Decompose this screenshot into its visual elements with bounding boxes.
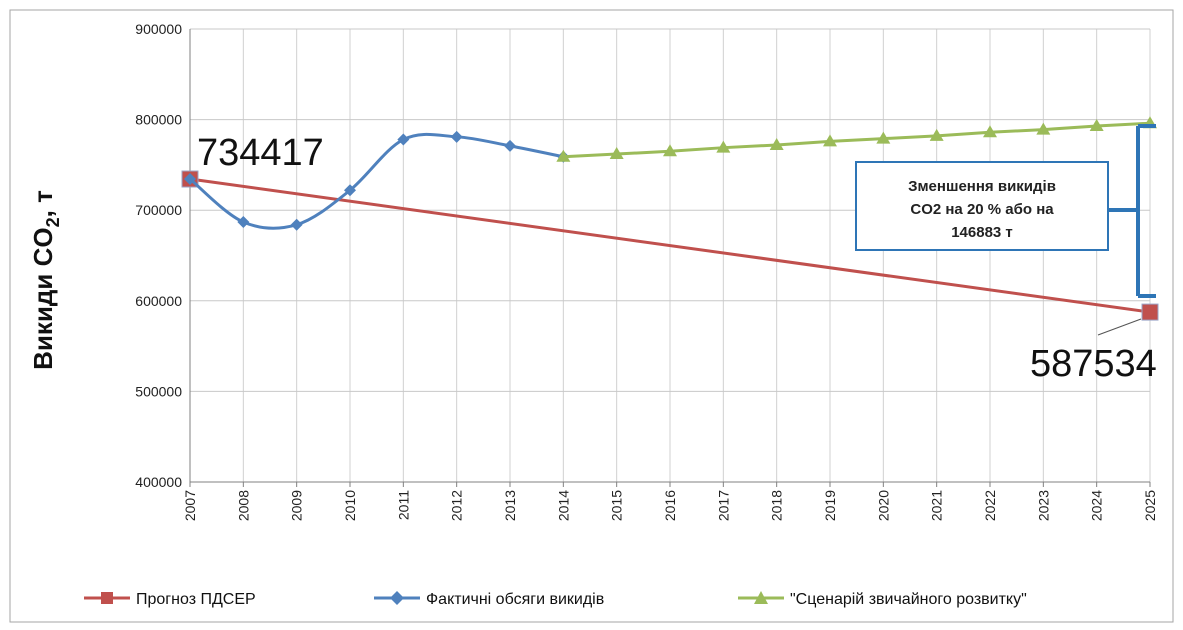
data-point [663, 144, 677, 157]
data-point [1036, 122, 1051, 135]
series-2 [556, 116, 1157, 162]
chart-border [9, 9, 1174, 623]
data-point [344, 184, 356, 197]
legend-marker-forecast [101, 592, 113, 604]
data-point [983, 125, 997, 138]
end-value-leader-line [1097, 318, 1142, 336]
x-tick-label: 2015 [609, 490, 625, 521]
data-point [716, 140, 731, 153]
data-point [1141, 303, 1159, 321]
gridlines [189, 28, 1151, 483]
series-1 [184, 130, 570, 231]
series-line [563, 121, 1151, 159]
legend-marker-actual [390, 591, 404, 605]
data-point [504, 139, 516, 152]
x-tick-label: 2007 [182, 490, 198, 521]
x-tick-label: 2016 [662, 490, 678, 521]
x-tick-label: 2012 [449, 490, 465, 521]
annotation-bracket [1108, 124, 1156, 298]
data-point [769, 137, 784, 150]
y-tick-label: 900000 [135, 21, 182, 37]
data-point [556, 149, 571, 162]
annotation-box [855, 161, 1109, 251]
data-point [237, 215, 250, 228]
x-tick-label: 2023 [1035, 490, 1051, 521]
annotation-line-2: CO2 на 20 % або на [910, 201, 1054, 218]
data-point [609, 147, 624, 160]
y-tick-label: 600000 [135, 293, 182, 309]
y-tick-label: 700000 [135, 202, 182, 218]
x-tick-label: 2021 [929, 490, 945, 521]
x-tick-label: 2011 [395, 490, 411, 520]
data-point [397, 133, 410, 146]
x-tick-label: 2024 [1089, 490, 1105, 521]
reduction-annotation: Зменшення викидів CO2 на 20 % або на 146… [855, 124, 1156, 298]
x-tick-label: 2008 [235, 490, 251, 521]
data-point [929, 128, 944, 141]
x-tick-label: 2022 [982, 490, 998, 521]
series-line [189, 177, 1151, 314]
x-tick-label: 2025 [1142, 490, 1158, 521]
x-tick-label: 2013 [502, 490, 518, 521]
x-tick-label: 2019 [822, 490, 838, 521]
legend-label-forecast: Прогноз ПДСЕР [136, 591, 256, 608]
annotation-line-1: Зменшення викидів [908, 178, 1056, 195]
y-tick-label: 800000 [135, 112, 182, 128]
data-point [876, 131, 891, 144]
y-tick-label: 500000 [135, 383, 182, 399]
legend: Прогноз ПДСЕР Фактичні обсяги викидів "С… [84, 591, 1027, 608]
end-value-label: 587534 [1030, 343, 1157, 385]
annotation-line-3: 146883 т [951, 224, 1013, 241]
series-layer [181, 116, 1159, 321]
x-tick-label: 2020 [875, 490, 891, 521]
series-0 [181, 170, 1159, 321]
x-tick-label: 2017 [715, 490, 731, 521]
x-tick-label: 2009 [289, 490, 305, 521]
data-point [290, 218, 303, 231]
data-point [1089, 118, 1104, 131]
legend-item-actual: Фактичні обсяги викидів [374, 591, 604, 608]
x-tick-label: 2018 [769, 490, 785, 521]
legend-item-baseline: "Сценарій звичайного розвитку" [738, 591, 1027, 608]
y-axis-label: Викиди CO2, т [28, 190, 63, 370]
data-point [823, 134, 837, 147]
legend-label-actual: Фактичні обсяги викидів [426, 591, 604, 608]
data-point [184, 173, 196, 186]
start-value-label: 734417 [197, 132, 324, 174]
legend-item-forecast: Прогноз ПДСЕР [84, 591, 256, 608]
x-tick-label: 2010 [342, 490, 358, 521]
legend-label-baseline: "Сценарій звичайного розвитку" [790, 591, 1027, 608]
legend-marker-baseline [754, 591, 768, 604]
y-tick-label: 400000 [135, 474, 182, 490]
y-tick-labels: 400000 500000 600000 700000 800000 900000 [135, 21, 182, 490]
data-point [450, 130, 463, 143]
x-tick-labels: 2007 2008 2009 2010 2011 2012 2013 2014 2015 2016… [182, 482, 1158, 521]
x-tick-label: 2014 [555, 490, 571, 521]
